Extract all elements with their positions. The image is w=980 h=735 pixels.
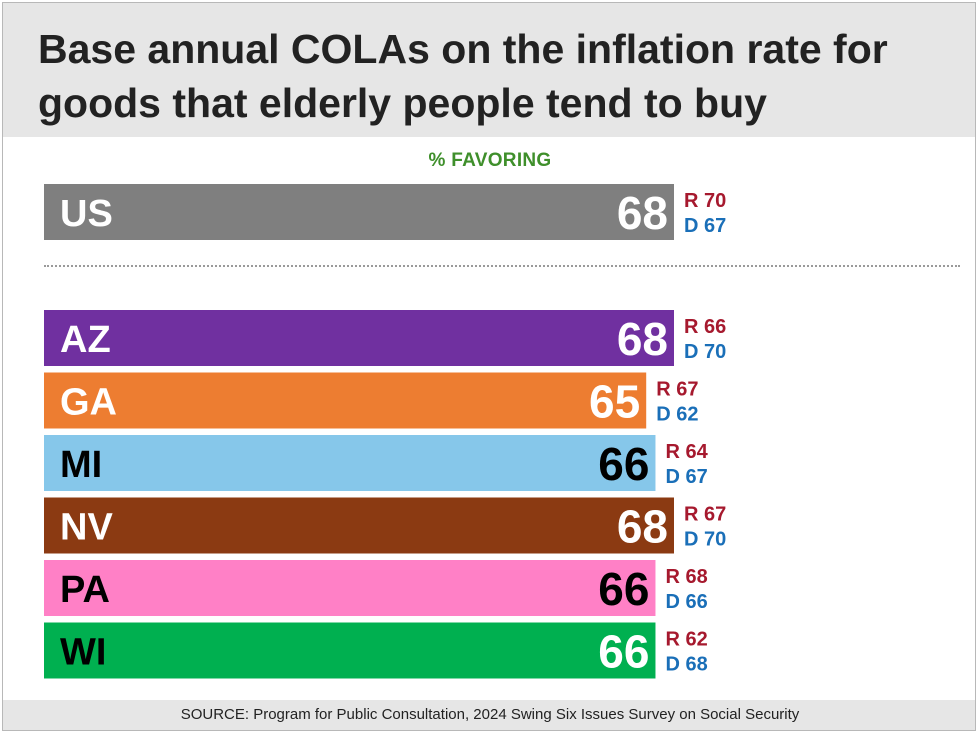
republican-value-pa: R 68 xyxy=(665,566,707,588)
source-band xyxy=(3,700,975,730)
republican-value-mi: R 64 xyxy=(665,441,708,463)
democrat-value-az: D 70 xyxy=(684,341,726,363)
bar-value-az: 68 xyxy=(617,313,668,365)
bar-az xyxy=(44,310,674,366)
bar-label-nv: NV xyxy=(60,507,113,549)
republican-value-wi: R 62 xyxy=(665,629,707,651)
republican-value-us: R 70 xyxy=(684,190,726,212)
bar-label-az: AZ xyxy=(60,319,111,361)
bar-value-wi: 66 xyxy=(598,626,649,678)
bar-wi xyxy=(44,622,656,679)
chart-title: Base annual COLAs on the inflation rate … xyxy=(38,26,888,126)
democrat-value-mi: D 67 xyxy=(665,466,707,488)
bar-label-pa: PA xyxy=(60,569,110,611)
democrat-value-wi: D 68 xyxy=(665,654,707,676)
bar-mi xyxy=(44,435,656,491)
bar-label-ga: GA xyxy=(60,382,117,424)
bar-value-nv: 68 xyxy=(617,501,668,553)
bar-pa xyxy=(44,560,656,616)
bar-nv xyxy=(44,497,674,554)
bar-label-us: US xyxy=(60,193,113,235)
republican-value-nv: R 67 xyxy=(684,504,726,526)
democrat-value-pa: D 66 xyxy=(665,591,707,613)
democrat-value-us: D 67 xyxy=(684,215,726,237)
chart-subtitle: % FAVORING xyxy=(428,150,552,171)
bar-value-pa: 66 xyxy=(598,563,649,615)
source-note: SOURCE: Program for Public Consultation,… xyxy=(180,706,800,723)
bar-value-mi: 66 xyxy=(598,438,649,490)
republican-value-az: R 66 xyxy=(684,316,726,338)
bar-label-wi: WI xyxy=(60,632,106,674)
group-divider xyxy=(44,265,960,267)
bar-ga xyxy=(44,372,647,429)
bar-us xyxy=(44,184,674,240)
democrat-value-nv: D 70 xyxy=(684,529,726,551)
title-band xyxy=(3,3,975,137)
bar-label-mi: MI xyxy=(60,444,102,486)
democrat-value-ga: D 62 xyxy=(656,404,698,426)
bar-value-ga: 65 xyxy=(589,376,640,428)
bar-value-us: 68 xyxy=(617,187,668,239)
republican-value-ga: R 67 xyxy=(656,379,698,401)
